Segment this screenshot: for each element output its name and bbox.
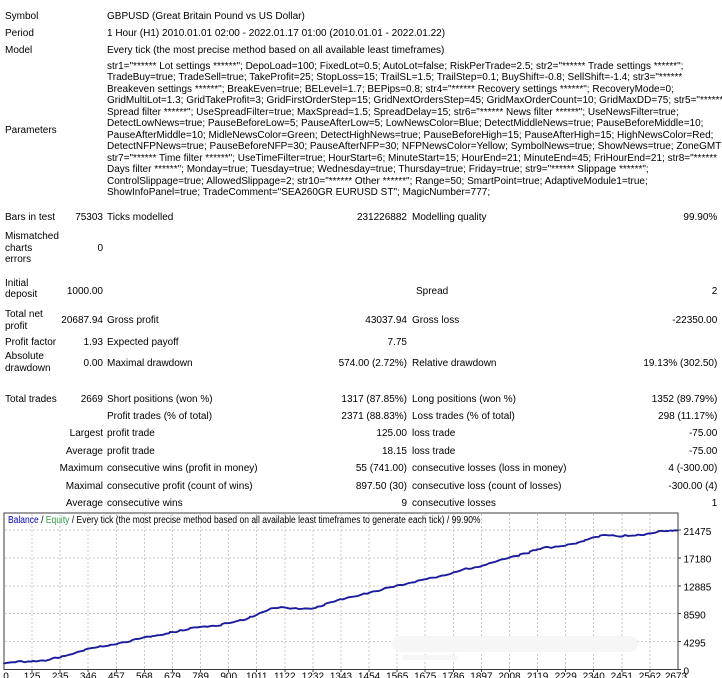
svg-text:0: 0 [684, 666, 690, 677]
svg-text:1454: 1454 [358, 672, 381, 678]
svg-text:2451: 2451 [611, 672, 634, 678]
svg-text:2562: 2562 [639, 672, 662, 678]
svg-text:235: 235 [52, 672, 69, 678]
svg-text:789: 789 [192, 672, 209, 678]
svg-text:1897: 1897 [470, 672, 493, 678]
svg-text:12885: 12885 [684, 583, 712, 594]
svg-text:2119: 2119 [527, 672, 549, 678]
svg-text:8590: 8590 [684, 611, 707, 622]
svg-text:0: 0 [3, 672, 9, 678]
svg-text:17180: 17180 [684, 555, 712, 566]
svg-text:2673: 2673 [665, 672, 688, 678]
svg-text:2340: 2340 [583, 672, 606, 678]
svg-text:1786: 1786 [442, 672, 465, 678]
svg-text:1232: 1232 [302, 672, 325, 678]
svg-text:2008: 2008 [498, 672, 521, 678]
svg-text:900: 900 [220, 672, 237, 678]
svg-text:125: 125 [24, 672, 41, 678]
svg-text:1011: 1011 [246, 672, 268, 678]
svg-text:1122: 1122 [274, 672, 296, 678]
svg-text:679: 679 [164, 672, 181, 678]
svg-text:1565: 1565 [386, 672, 409, 678]
svg-text:346: 346 [80, 672, 97, 678]
svg-text:457: 457 [108, 672, 125, 678]
svg-text:1675: 1675 [414, 672, 437, 678]
svg-text:568: 568 [136, 672, 153, 678]
svg-text:21475: 21475 [684, 527, 712, 538]
svg-text:4295: 4295 [684, 638, 707, 649]
svg-text:1343: 1343 [330, 672, 353, 678]
svg-text:2229: 2229 [555, 672, 578, 678]
